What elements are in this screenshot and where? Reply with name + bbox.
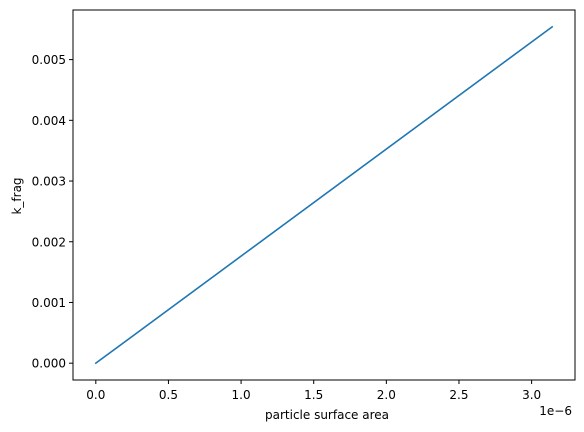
y-axis-label: k_frag	[10, 177, 24, 214]
x-tick-label: 2.0	[377, 388, 396, 402]
x-tick-label: 0.5	[159, 388, 178, 402]
y-tick-label: 0.004	[32, 114, 66, 128]
y-axis-ticks: 0.000 0.001 0.002 0.003 0.004 0.005	[32, 53, 73, 371]
x-tick-label: 1.5	[304, 388, 323, 402]
x-tick-label: 3.0	[522, 388, 541, 402]
x-axis-offset-text: 1e−6	[539, 404, 572, 418]
y-tick-label: 0.005	[32, 53, 66, 67]
x-axis-ticks: 0.0 0.5 1.0 1.5 2.0 2.5 3.0	[86, 380, 541, 402]
x-tick-label: 1.0	[232, 388, 251, 402]
y-tick-label: 0.003	[32, 175, 66, 189]
series-line-0	[94, 25, 554, 365]
y-tick-label: 0.000	[32, 357, 66, 371]
x-tick-label: 0.0	[86, 388, 105, 402]
x-tick-label: 2.5	[449, 388, 468, 402]
x-axis-label: particle surface area	[265, 408, 389, 422]
plot-frame	[72, 9, 576, 381]
y-tick-label: 0.002	[32, 235, 66, 249]
y-tick-label: 0.001	[32, 296, 66, 310]
series-layer	[94, 25, 554, 365]
